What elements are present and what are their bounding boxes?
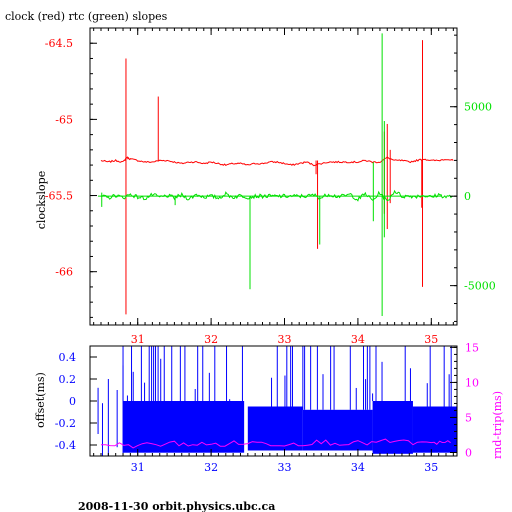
top-y2-tick-label: 0 [464,190,471,203]
rtc-line [100,189,454,202]
offset-dense-band-4 [412,406,457,453]
top-x-tick-label: 34 [351,333,365,346]
rtc-series [98,33,454,317]
top-plot: 31 32 33 34 35 -64.5 -65 -65.5 -66 5000 0 -5000 clo… [35,27,496,346]
top-y2-tick-label: 5000 [464,101,492,114]
top-axis-ticks: 31 32 33 34 35 -64.5 -65 -65.5 -66 5000 0 -5000 [45,27,496,346]
bottom-y-tick-label: 0 [69,395,76,408]
top-y-tick-label: -65 [55,113,73,126]
top-x-tick-label: 33 [278,333,292,346]
offset-dense-band-0 [123,401,245,453]
bottom-x-tick-label: 34 [351,461,365,474]
top-y-tick-label: -64.5 [45,37,73,50]
bottom-y2-tick-label: 5 [465,411,472,424]
top-y-axis-label: clockslope [35,171,48,229]
top-x-tick-label: 35 [424,333,438,346]
bottom-y-tick-label: 0.2 [59,373,77,386]
bottom-y-axis-label: offset(ms) [34,372,47,428]
clock-line [100,156,454,167]
bottom-axis-ticks: 31 32 33 34 35 0.4 0.2 0 -0.2 -0.4 15 10 5 0 [55,341,479,474]
bottom-y-tick-label: 0.4 [59,351,77,364]
top-y-tick-label: -66 [55,266,73,279]
rnd-trip-series [100,438,451,449]
top-y2-tick-label: -5000 [464,280,496,293]
footer-text: 2008-11-30 orbit.physics.ubc.ca [78,500,275,512]
bottom-plot: 31 32 33 34 35 0.4 0.2 0 -0.2 -0.4 15 10 5 0 offset(m… [34,341,504,474]
bottom-y2-tick-label: 10 [465,376,479,389]
top-y-tick-label: -65.5 [45,190,73,203]
bottom-y2-axis-label: rnd-trip(ms) [491,391,504,459]
bottom-y-tick-label: -0.4 [55,439,76,452]
offset-dense-band-2 [302,409,373,451]
top-x-tick-label: 31 [131,333,145,346]
bottom-x-tick-label: 31 [131,461,145,474]
offset-series [97,346,457,456]
bottom-y2-tick-label: 0 [465,446,472,459]
top-plot-frame [89,27,458,326]
offset-dense-band-3 [372,401,413,454]
bottom-y-tick-label: -0.2 [55,417,76,430]
clock-series [100,40,454,315]
bottom-x-tick-label: 33 [278,461,292,474]
rnd-trip-line [100,438,451,449]
bottom-y2-tick-label: 15 [465,341,479,354]
chart-title: clock (red) rtc (green) slopes [5,10,168,23]
top-x-tick-label: 32 [204,333,218,346]
bottom-x-tick-label: 32 [204,461,218,474]
bottom-x-tick-label: 35 [424,461,438,474]
